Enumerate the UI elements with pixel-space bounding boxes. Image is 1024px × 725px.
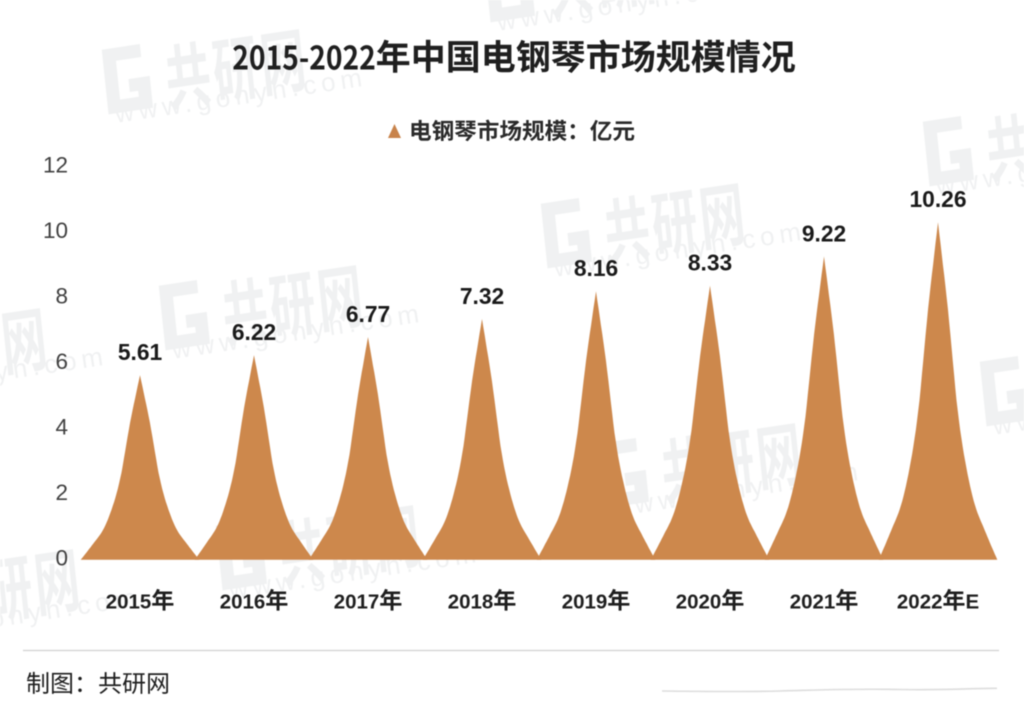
svg-text:2015: 2015 — [106, 591, 152, 614]
svg-text:2018: 2018 — [448, 591, 494, 614]
svg-text:9.22: 9.22 — [802, 220, 846, 246]
svg-text:4: 4 — [55, 414, 68, 439]
svg-text:2022: 2022 — [897, 591, 943, 614]
svg-text:8: 8 — [55, 283, 68, 308]
svg-text:10.26: 10.26 — [909, 186, 966, 212]
svg-text:6.22: 6.22 — [232, 319, 276, 345]
svg-text:2016: 2016 — [220, 591, 266, 614]
svg-text:2019: 2019 — [562, 591, 608, 614]
svg-text:12: 12 — [43, 152, 68, 177]
svg-text:6: 6 — [55, 349, 68, 374]
svg-text:8.16: 8.16 — [574, 255, 618, 281]
svg-text:2021: 2021 — [790, 591, 836, 614]
svg-text:2017: 2017 — [334, 591, 380, 614]
svg-text:2: 2 — [55, 480, 68, 505]
svg-text:7.32: 7.32 — [460, 283, 504, 309]
svg-text:0: 0 — [55, 546, 68, 571]
svg-text:2020: 2020 — [676, 591, 722, 614]
svg-text:8.33: 8.33 — [688, 250, 732, 276]
svg-text:5.61: 5.61 — [118, 339, 163, 365]
svg-text:E: E — [966, 591, 980, 614]
svg-text:10: 10 — [43, 218, 68, 243]
svg-text:6.77: 6.77 — [346, 301, 390, 327]
